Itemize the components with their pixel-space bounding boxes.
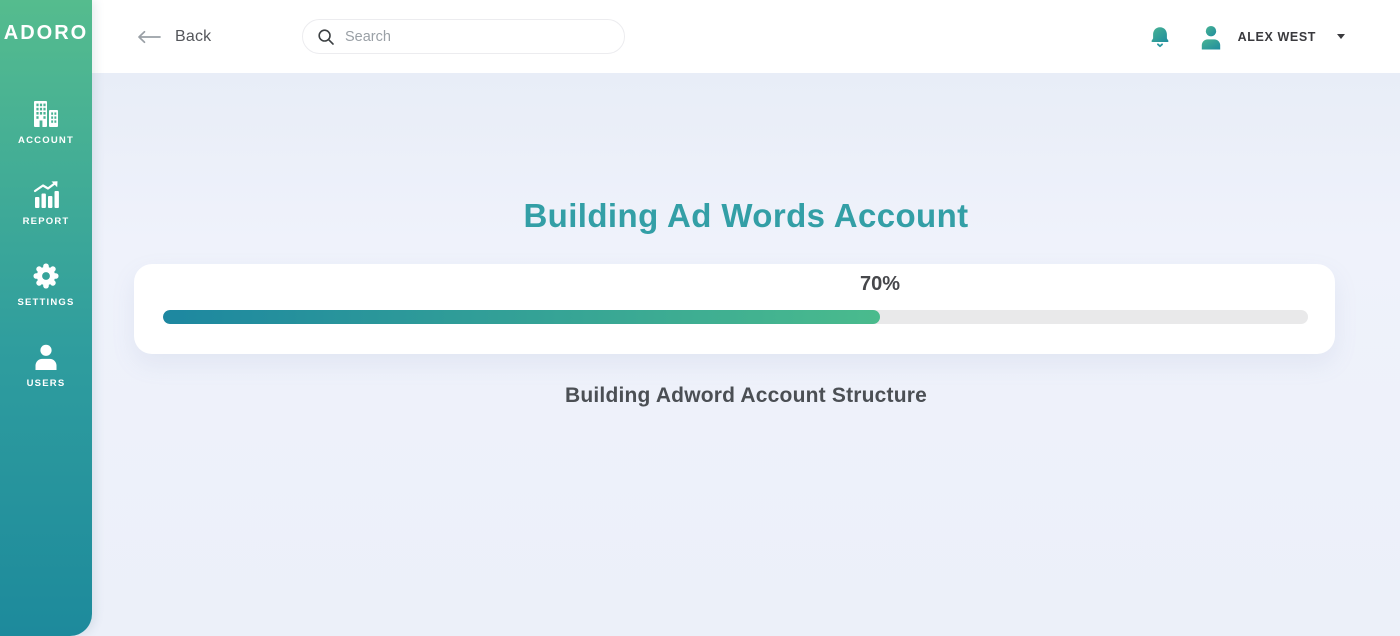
- notification-bell-icon[interactable]: [1147, 24, 1173, 50]
- sidebar-item-label: REPORT: [22, 216, 70, 227]
- back-label: Back: [175, 27, 212, 45]
- sidebar-item-label: SETTINGS: [17, 297, 75, 308]
- search-input[interactable]: [345, 28, 624, 45]
- buildings-icon: [30, 99, 62, 129]
- progress-fill: [163, 310, 880, 324]
- topbar-right: ALEX WEST: [1147, 0, 1345, 73]
- main-content: Building Ad Words Account 70% Building A…: [0, 73, 1400, 636]
- progress-card: 70%: [134, 264, 1335, 354]
- sidebar-item-label: USERS: [26, 378, 66, 389]
- back-button[interactable]: Back: [136, 0, 211, 73]
- sidebar-item-account[interactable]: ACCOUNT: [0, 99, 92, 146]
- sidebar-item-report[interactable]: REPORT: [0, 180, 92, 227]
- sidebar-item-settings[interactable]: SETTINGS: [0, 261, 92, 308]
- user-name: ALEX WEST: [1237, 29, 1316, 44]
- app-logo: ADORO: [3, 22, 89, 44]
- search-icon: [317, 28, 335, 46]
- sidebar-item-users[interactable]: USERS: [0, 342, 92, 389]
- sidebar: ADORO: [0, 0, 92, 636]
- page-title: Building Ad Words Account: [523, 197, 969, 234]
- back-arrow-icon: [136, 30, 162, 44]
- bar-chart-icon: [30, 180, 62, 210]
- sidebar-nav: ACCOUNT REPORT: [0, 99, 92, 423]
- chevron-down-icon: [1337, 34, 1345, 39]
- topbar: Back: [0, 0, 1400, 73]
- user-icon: [31, 342, 61, 372]
- user-menu[interactable]: ALEX WEST: [1197, 23, 1345, 51]
- gear-icon: [31, 261, 61, 291]
- progress-track: [163, 310, 1308, 324]
- sidebar-item-label: ACCOUNT: [18, 135, 74, 146]
- progress-percent-label: 70%: [859, 273, 901, 295]
- status-text: Building Adword Account Structure: [564, 384, 928, 407]
- avatar-icon: [1197, 23, 1225, 51]
- search-box: [302, 19, 625, 54]
